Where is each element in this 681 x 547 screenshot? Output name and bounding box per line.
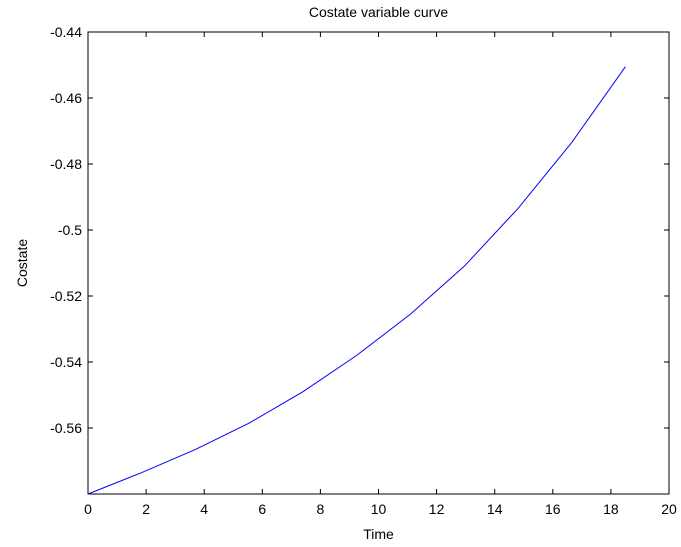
plot-area: 0 2 4 6 8 10 12 14 16 18 20 -0.44 -0.46 -0.48 -0.5 -0.5… — [50, 24, 677, 517]
x-tick-label: 0 — [84, 501, 92, 517]
x-tick-label: 8 — [317, 501, 325, 517]
x-tick-label: 2 — [142, 501, 150, 517]
x-tick-label: 10 — [371, 501, 387, 517]
x-tick-label: 16 — [545, 501, 561, 517]
chart-title: Costate variable curve — [309, 4, 449, 20]
x-tick-label: 6 — [258, 501, 266, 517]
y-tick-label: -0.54 — [50, 354, 82, 370]
series-line — [87, 66, 626, 495]
x-tick-label: 12 — [429, 501, 445, 517]
x-tick-label: 14 — [487, 501, 503, 517]
y-axis-label: Costate — [14, 239, 30, 287]
y-tick-label: -0.48 — [50, 156, 82, 172]
y-tick-label: -0.46 — [50, 90, 82, 106]
y-tick-label: -0.44 — [50, 24, 82, 40]
y-tick-label: -0.56 — [50, 420, 82, 436]
x-tick-label: 4 — [200, 501, 208, 517]
x-tick-label: 18 — [603, 501, 619, 517]
y-tick-label: -0.5 — [58, 222, 82, 238]
y-tick-label: -0.52 — [50, 288, 82, 304]
x-tick-label: 20 — [661, 501, 677, 517]
x-axis-label: Time — [363, 526, 394, 542]
